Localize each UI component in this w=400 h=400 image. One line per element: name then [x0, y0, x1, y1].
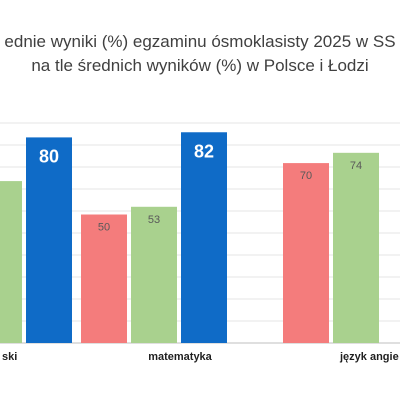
- category-label-0: ski: [2, 351, 17, 363]
- category-label-2: język angie: [339, 351, 399, 363]
- chart-title-line-1: ednie wyniki (%) egzaminu ósmoklasisty 2…: [4, 32, 395, 51]
- bar-series-2-cat-0: [26, 137, 72, 343]
- bar-series-1-cat-0: [0, 181, 22, 343]
- bar-series-1-cat-2: [333, 152, 379, 343]
- bar-series-0-cat-1: [81, 214, 127, 343]
- bar-series-0-cat-2: [283, 163, 329, 343]
- data-label-series-2-cat-0: 80: [39, 146, 59, 166]
- data-label-series-0-cat-1: 50: [98, 222, 110, 234]
- bar-series-2-cat-1: [181, 132, 227, 343]
- chart-title-line-2: na tle średnich wyników (%) w Polsce i Ł…: [31, 56, 368, 75]
- data-label-series-0-cat-2: 70: [300, 170, 312, 182]
- data-label-series-2-cat-1: 82: [194, 141, 214, 161]
- category-label-1: matematyka: [148, 351, 212, 363]
- data-label-series-1-cat-2: 74: [350, 160, 362, 172]
- bars: [0, 132, 379, 343]
- bar-series-1-cat-1: [131, 206, 177, 343]
- data-label-series-1-cat-1: 53: [148, 214, 160, 226]
- data-labels: 50 70 53 74 80 82: [39, 141, 362, 233]
- category-labels: ski matematyka język angie: [2, 351, 399, 363]
